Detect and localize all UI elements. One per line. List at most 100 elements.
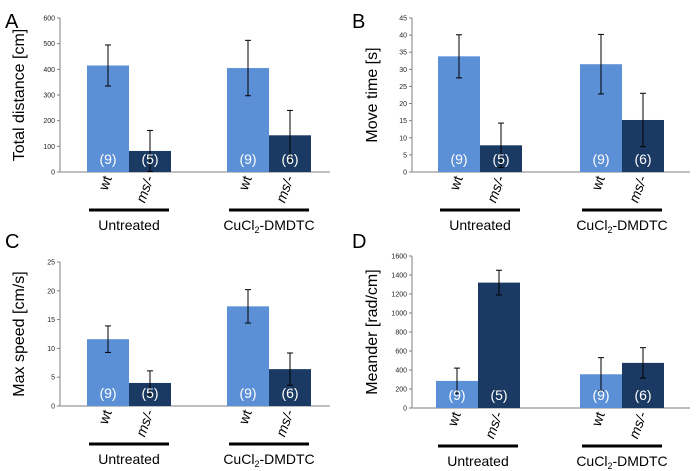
y-tick-label: 45 xyxy=(399,16,407,23)
sample-size-label: (9) xyxy=(592,387,609,403)
y-tick-label: 1000 xyxy=(391,311,407,318)
group-label-main: CuCl xyxy=(576,453,607,469)
y-tick-label: 5 xyxy=(403,152,407,159)
sample-size-label: (5) xyxy=(141,151,158,167)
genotype-label: wt xyxy=(95,173,115,193)
group-label: Untreated xyxy=(98,451,159,467)
sample-size-label: (6) xyxy=(281,385,298,401)
y-axis-label: Move time [s] xyxy=(364,47,381,142)
y-tick-label: 40 xyxy=(399,33,407,40)
y-tick-label: 100 xyxy=(43,144,55,151)
chart-panel-D: D Meander [rad/cm] 0 200 400 600 800 1000 1200 14… xyxy=(352,231,690,471)
y-tick-label: 25 xyxy=(47,260,55,267)
genotype-label: wt xyxy=(588,409,608,429)
genotype-label: ms/- xyxy=(625,173,649,204)
genotype-label: ms/- xyxy=(483,173,507,204)
group-label: CuCl2-DMDTC xyxy=(576,217,667,235)
y-tick-label: 0 xyxy=(51,404,55,411)
y-tick-label: 10 xyxy=(399,135,407,142)
genotype-label: ms/- xyxy=(132,407,156,438)
panel-label: C xyxy=(5,231,19,253)
sample-size-label: (5) xyxy=(141,385,158,401)
genotype-label: wt xyxy=(235,407,255,427)
y-tick-label: 15 xyxy=(399,118,407,125)
group-label-subscript: 2 xyxy=(607,461,612,471)
genotype-label: ms/- xyxy=(132,173,156,204)
group-label-main: Untreated xyxy=(449,217,510,233)
group-label: Untreated xyxy=(449,217,510,233)
group-label-main: CuCl xyxy=(576,217,607,233)
group-label: CuCl2-DMDTC xyxy=(576,453,667,471)
sample-size-label: (9) xyxy=(99,385,116,401)
bar-ms xyxy=(478,282,520,408)
y-tick-label: 500 xyxy=(43,41,55,48)
group-label-tail: -DMDTC xyxy=(612,453,667,469)
group-label-main: Untreated xyxy=(98,451,159,467)
group-label-subscript: 2 xyxy=(607,225,612,235)
y-tick-label: 0 xyxy=(403,406,407,413)
genotype-label: ms/- xyxy=(272,407,296,438)
genotype-label: wt xyxy=(444,409,464,429)
sample-size-label: (5) xyxy=(490,387,507,403)
y-tick-label: 0 xyxy=(51,170,55,177)
panel-label: B xyxy=(352,11,365,33)
genotype-label: ms/- xyxy=(272,173,296,204)
group-label-subscript: 2 xyxy=(254,225,259,235)
group-label: CuCl2-DMDTC xyxy=(223,217,314,235)
sample-size-label: (9) xyxy=(592,151,609,167)
y-tick-label: 10 xyxy=(47,346,55,353)
y-tick-label: 600 xyxy=(43,16,55,23)
sample-size-label: (9) xyxy=(450,151,467,167)
group-label-subscript: 2 xyxy=(254,459,259,469)
chart-panel-B: B Move time [s] 0 5 10 15 20 25 30 35 40 45 (9) wt (5)… xyxy=(352,11,690,235)
y-tick-label: 300 xyxy=(43,93,55,100)
y-tick-label: 20 xyxy=(47,288,55,295)
sample-size-label: (6) xyxy=(634,387,651,403)
group-label-main: Untreated xyxy=(447,453,508,469)
y-tick-label: 20 xyxy=(399,101,407,108)
y-tick-label: 400 xyxy=(43,67,55,74)
y-tick-label: 200 xyxy=(395,387,407,394)
y-tick-label: 200 xyxy=(43,118,55,125)
group-label-tail: -DMDTC xyxy=(612,217,667,233)
y-tick-label: 1400 xyxy=(391,273,407,280)
y-axis-label: Total distance [cm] xyxy=(11,29,28,162)
group-label-main: CuCl xyxy=(223,451,254,467)
group-label-tail: -DMDTC xyxy=(259,451,314,467)
chart-panel-C: C Max speed [cm/s] 0 5 10 15 20 25 (9) wt (5) ms/- U… xyxy=(5,231,330,469)
group-label: CuCl2-DMDTC xyxy=(223,451,314,469)
y-tick-label: 1200 xyxy=(391,292,407,299)
y-tick-label: 600 xyxy=(395,349,407,356)
genotype-label: wt xyxy=(95,407,115,427)
sample-size-label: (9) xyxy=(239,151,256,167)
y-tick-label: 35 xyxy=(399,50,407,57)
genotype-label: wt xyxy=(446,173,466,193)
group-label-main: Untreated xyxy=(98,217,159,233)
y-tick-label: 400 xyxy=(395,368,407,375)
genotype-label: wt xyxy=(235,173,255,193)
y-tick-label: 0 xyxy=(403,170,407,177)
y-axis-label: Meander [rad/cm] xyxy=(364,269,381,394)
y-tick-label: 25 xyxy=(399,84,407,91)
sample-size-label: (6) xyxy=(281,151,298,167)
y-tick-label: 5 xyxy=(51,375,55,382)
panel-label: D xyxy=(352,231,366,253)
group-label: Untreated xyxy=(98,217,159,233)
genotype-label: ms/- xyxy=(481,409,505,440)
group-label: Untreated xyxy=(447,453,508,469)
panel-label: A xyxy=(5,11,19,33)
y-tick-label: 30 xyxy=(399,67,407,74)
y-axis-label: Max speed [cm/s] xyxy=(11,271,28,396)
sample-size-label: (9) xyxy=(448,387,465,403)
y-tick-label: 1600 xyxy=(391,254,407,261)
genotype-label: wt xyxy=(588,173,608,193)
sample-size-label: (6) xyxy=(634,151,651,167)
sample-size-label: (9) xyxy=(99,151,116,167)
y-tick-label: 15 xyxy=(47,317,55,324)
genotype-label: ms/- xyxy=(625,409,649,440)
group-label-main: CuCl xyxy=(223,217,254,233)
y-tick-label: 800 xyxy=(395,330,407,337)
sample-size-label: (9) xyxy=(239,385,256,401)
